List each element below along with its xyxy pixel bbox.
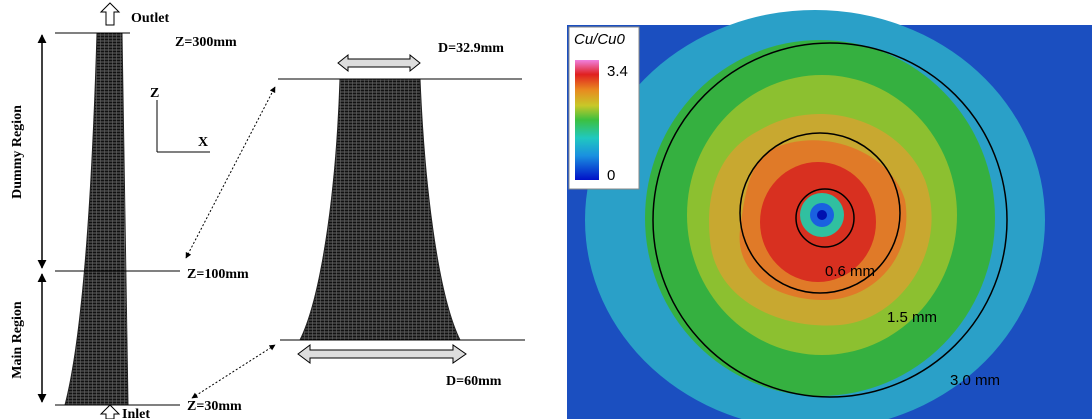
diameter-label: D=32.9mm [438,41,504,56]
diameter-arrow [298,345,466,363]
z-label: Z=300mm [175,35,237,50]
inlet-arrow [101,405,119,419]
radius-label: 3.0 mm [950,372,1000,389]
axis-label: Z [150,86,159,101]
zoom-mesh [300,79,460,340]
axis-label: X [198,135,208,150]
full-mesh [65,33,128,405]
colorbar-title: Cu/Cu0 [574,31,626,48]
right-panel: 0.6 mm 1.5 mm 3.0 mm Cu/Cu0 3.4 0 [567,10,1092,419]
colorbar-tick-label: 0 [607,167,615,184]
diameter-label: D=60mm [446,374,502,389]
z-label: Z=30mm [187,399,242,414]
figure: Outlet Inlet Z=300mm Z=100mm Z=30mm Dumm… [0,0,1092,419]
region-label: Main Region [10,301,25,379]
contour-band [817,210,827,220]
outlet-label: Outlet [131,11,169,26]
radius-label: 0.6 mm [825,263,875,280]
colorbar-tick-label: 3.4 [607,63,628,80]
left-panel: Outlet Inlet Z=300mm Z=100mm Z=30mm Dumm… [10,3,275,419]
zoom-arrow [186,87,275,258]
inlet-label: Inlet [122,407,150,419]
zoom-arrow [192,345,275,398]
middle-panel: D=32.9mm D=60mm [278,41,525,389]
diameter-arrow [338,55,420,71]
colorbar [575,60,599,180]
radius-label: 1.5 mm [887,309,937,326]
outlet-arrow [101,3,119,25]
region-label: Dummy Region [10,105,25,199]
z-label: Z=100mm [187,267,249,282]
